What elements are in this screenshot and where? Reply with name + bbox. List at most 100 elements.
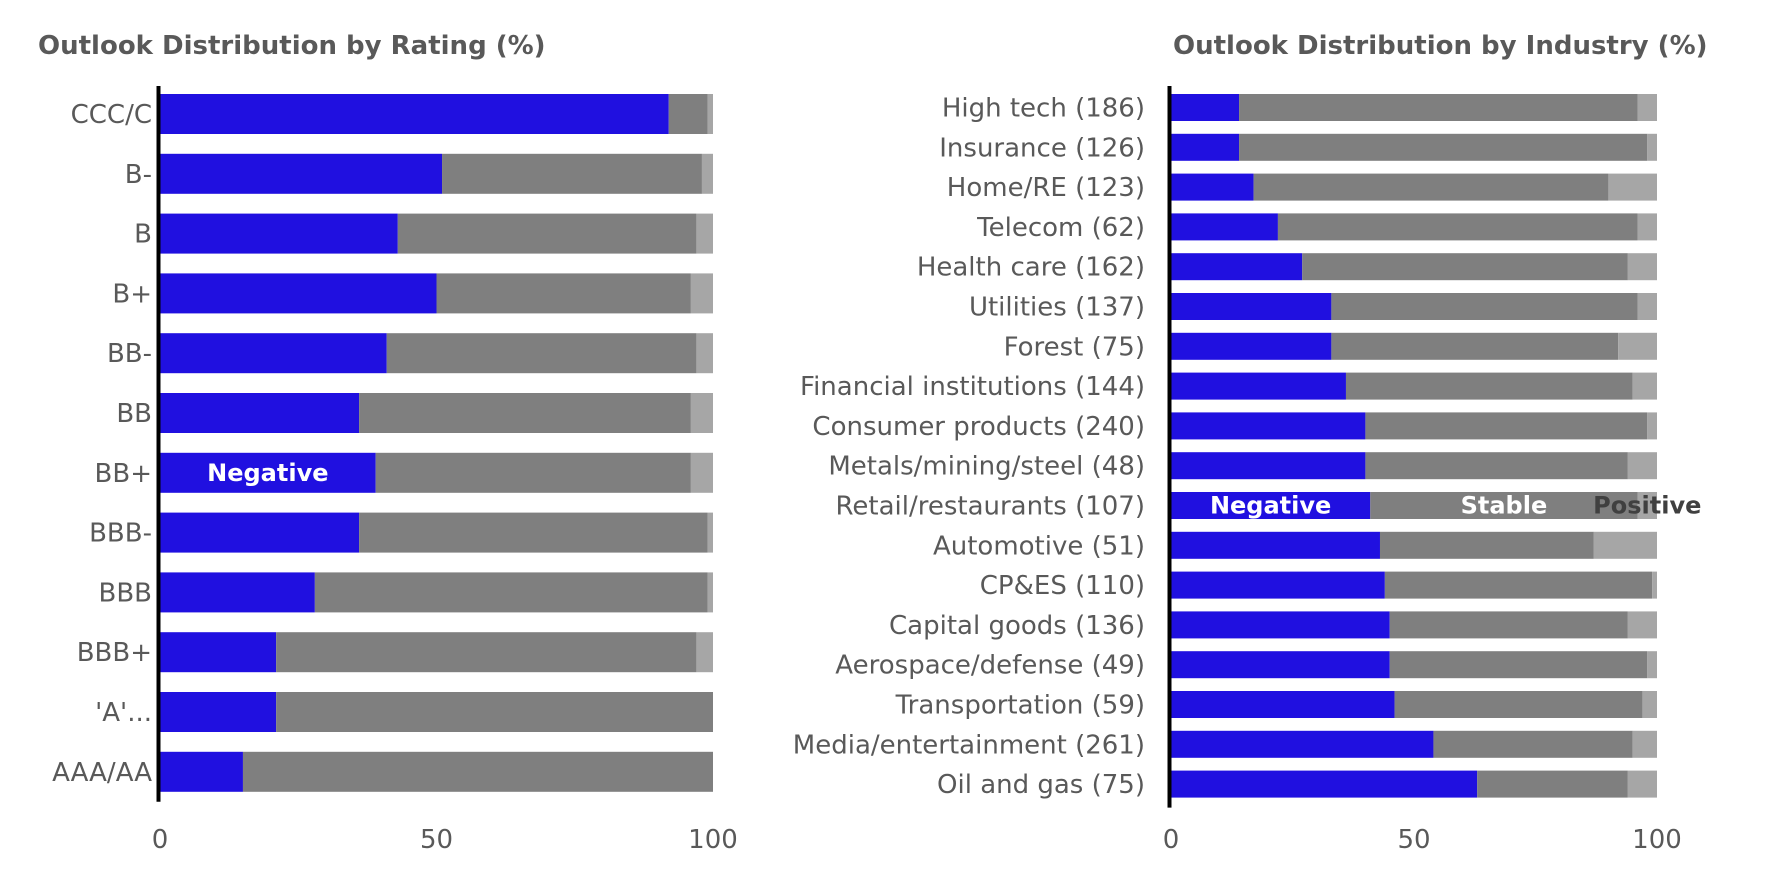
industry-bar-negative-home-re-123 [1171,173,1254,201]
industry-bar-negative-telecom-62 [1171,213,1278,241]
industry-bar-positive-telecom-62 [1637,213,1657,241]
industry-bar-stable-retail-restaurants-107 [1370,492,1638,519]
industry-category-label: CP&ES (110) [980,571,1145,601]
rating-bar-negative-bb [160,452,376,493]
industry-bar-stable-home-re-123 [1253,173,1609,201]
industry-bar-negative-high-tech-186 [1171,94,1240,121]
industry-chart: Outlook Distribution by Industry (%) High… [793,31,1708,855]
industry-bar-positive-retail-restaurants-107 [1637,492,1657,519]
industry-bar-stable-metals-mining-steel-48 [1365,452,1628,480]
rating-bar-stable-bbb [359,512,708,553]
rating-bar-negative-b [160,213,398,254]
rating-category-label: B [134,220,152,250]
industry-bar-positive-high-tech-186 [1637,94,1657,121]
rating-bar-negative-bbb [160,572,315,613]
rating-bar-stable-bbb [314,572,708,613]
industry-bar-negative-retail-restaurants-107 [1171,492,1371,519]
rating-category-label: CCC/C [71,100,152,130]
rating-bar-negative-b [160,273,437,314]
industry-bar-stable-aerospace-defense-49 [1389,651,1648,679]
industry-bar-stable-transportation-59 [1394,691,1643,718]
industry-bar-positive-media-entertainment-261 [1632,730,1657,758]
industry-bar-stable-oil-and-gas-75 [1477,770,1628,798]
industry-bar-positive-cp-es-110 [1652,571,1657,599]
rating-category-label: BBB- [89,519,152,549]
industry-bar-positive-health-care-162 [1627,253,1657,281]
rating-bar-positive-bb [696,333,713,374]
rating-x-tick-label: 0 [152,825,169,855]
rating-bar-positive-bb [690,452,713,493]
industry-category-label: Transportation (59) [895,691,1145,721]
industry-bar-negative-capital-goods-136 [1171,611,1390,639]
industry-x-tick-label: 0 [1163,825,1180,855]
industry-bar-stable-cp-es-110 [1384,571,1653,599]
rating-bar-positive-bbb [707,572,713,613]
rating-bar-negative-bbb [160,632,277,673]
industry-bar-stable-financial-institutions-144 [1345,372,1633,400]
rating-bar-stable-a [276,692,713,732]
industry-series-label-positive: Positive [1593,492,1701,520]
rating-bar-stable-bbb [276,632,697,673]
rating-category-label: BB+ [95,459,152,489]
industry-bar-negative-forest-75 [1171,332,1332,360]
rating-bar-positive-ccc-c [707,94,713,134]
rating-category-label: BBB+ [77,638,152,668]
industry-bar-positive-consumer-products-240 [1647,412,1657,440]
industry-bar-stable-health-care-162 [1302,253,1628,281]
industry-bar-stable-high-tech-186 [1239,94,1638,121]
industry-category-label: Media/entertainment (261) [793,730,1145,760]
industry-bar-positive-transportation-59 [1642,691,1657,718]
industry-category-label: Insurance (126) [939,133,1145,163]
rating-category-label: B- [125,160,152,190]
rating-category-label: BBB [98,578,152,608]
rating-bar-stable-b [436,273,691,314]
industry-bar-stable-utilities-137 [1331,293,1638,320]
industry-bar-positive-home-re-123 [1608,173,1657,201]
industry-bar-negative-metals-mining-steel-48 [1171,452,1366,480]
rating-bar-stable-b [442,153,702,194]
industry-bar-negative-health-care-162 [1171,253,1303,281]
rating-bar-stable-bb [359,393,691,433]
industry-category-label: Health care (162) [917,253,1145,283]
industry-bar-negative-automotive-51 [1171,531,1380,559]
industry-category-label: Consumer products (240) [812,412,1145,442]
industry-bar-positive-metals-mining-steel-48 [1627,452,1657,480]
rating-bar-positive-b [696,213,713,254]
industry-bar-negative-oil-and-gas-75 [1171,770,1478,798]
industry-bar-stable-automotive-51 [1379,531,1594,559]
industry-bar-positive-forest-75 [1618,332,1657,360]
industry-bar-positive-aerospace-defense-49 [1647,651,1657,679]
rating-category-label: BB [116,399,152,429]
industry-bar-positive-oil-and-gas-75 [1627,770,1657,798]
industry-category-label: Financial institutions (144) [800,372,1145,402]
rating-bar-positive-bb [690,393,713,433]
rating-bar-positive-b [701,153,713,194]
rating-category-label: BB- [107,339,152,369]
industry-category-label: Capital goods (136) [889,611,1145,641]
industry-chart-title: Outlook Distribution by Industry (%) [1173,31,1708,61]
industry-category-label: Forest (75) [1004,332,1145,362]
rating-bar-negative-bb [160,393,360,433]
industry-bar-positive-financial-institutions-144 [1632,372,1657,400]
rating-bar-stable-ccc-c [668,94,708,134]
industry-bar-stable-media-entertainment-261 [1433,730,1633,758]
industry-bar-negative-transportation-59 [1171,691,1395,718]
industry-bar-negative-cp-es-110 [1171,571,1385,599]
rating-category-label: AAA/AA [52,758,152,788]
industry-bar-negative-insurance-126 [1171,133,1240,161]
rating-bar-stable-aaa-aa [242,751,713,792]
industry-x-tick-label: 50 [1397,825,1430,855]
industry-bar-positive-capital-goods-136 [1627,611,1657,639]
industry-bar-negative-utilities-137 [1171,293,1332,320]
rating-bar-positive-bbb [696,632,713,673]
rating-bar-negative-a [160,692,277,732]
industry-bar-stable-capital-goods-136 [1389,611,1628,639]
rating-series-label-negative: Negative [207,459,328,487]
industry-series-label-stable: Stable [1461,492,1548,520]
rating-x-tick-label: 100 [688,825,738,855]
industry-bar-positive-utilities-137 [1637,293,1657,320]
rating-chart-title: Outlook Distribution by Rating (%) [38,31,546,61]
industry-category-label: Home/RE (123) [947,173,1145,203]
